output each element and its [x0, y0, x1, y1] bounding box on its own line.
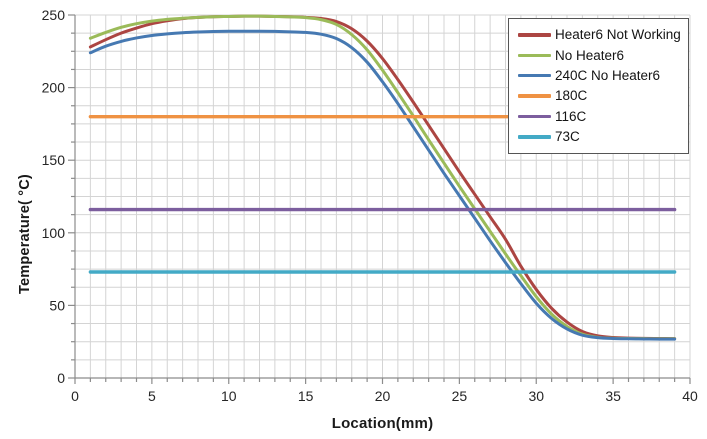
y-tick-label: 100: [42, 225, 66, 241]
legend-label: 240C No Heater6: [555, 68, 661, 84]
legend-label: 73C: [555, 129, 580, 145]
legend-label: 180C: [555, 88, 588, 104]
x-tick-label: 15: [298, 388, 314, 404]
legend-item-116c: 116C: [518, 108, 684, 126]
legend: Heater6 Not Working No Heater6 240C No Hea…: [508, 18, 689, 154]
legend-item-240c-no-heater6: 240C No Heater6: [518, 67, 684, 85]
legend-swatch-73c: [518, 135, 551, 139]
legend-label: Heater6 Not Working: [555, 27, 681, 43]
legend-swatch-180c: [518, 94, 551, 98]
x-tick-label: 35: [605, 388, 621, 404]
x-tick-label: 25: [452, 388, 468, 404]
legend-item-180c: 180C: [518, 87, 684, 105]
x-tick-label: 30: [528, 388, 544, 404]
x-tick-label: 40: [682, 388, 698, 404]
legend-label: No Heater6: [555, 47, 625, 63]
y-axis-title: Temperature( °C): [17, 174, 33, 294]
y-tick-label: 150: [42, 152, 66, 168]
y-tick-label: 0: [57, 370, 65, 386]
legend-item-73c: 73C: [518, 128, 684, 146]
legend-item-heater6-not-working: Heater6 Not Working: [518, 26, 684, 44]
legend-item-no-heater6: No Heater6: [518, 46, 684, 64]
x-tick-label: 0: [71, 388, 79, 404]
legend-swatch-no-heater6: [518, 53, 551, 58]
x-axis-title: Location(mm): [331, 415, 434, 432]
series-line-240c-no-heater6: [88, 29, 677, 341]
legend-swatch-240c-no-heater6: [518, 74, 551, 78]
x-tick-label: 10: [221, 388, 237, 404]
legend-swatch-heater6-not-working: [518, 33, 551, 37]
x-tick-label: 5: [148, 388, 156, 404]
x-tick-label: 20: [375, 388, 391, 404]
y-tick-label: 250: [42, 7, 66, 23]
y-tick-label: 50: [49, 297, 65, 313]
legend-swatch-116c: [518, 114, 551, 119]
legend-label: 116C: [555, 108, 587, 124]
y-tick-label: 200: [42, 80, 66, 96]
